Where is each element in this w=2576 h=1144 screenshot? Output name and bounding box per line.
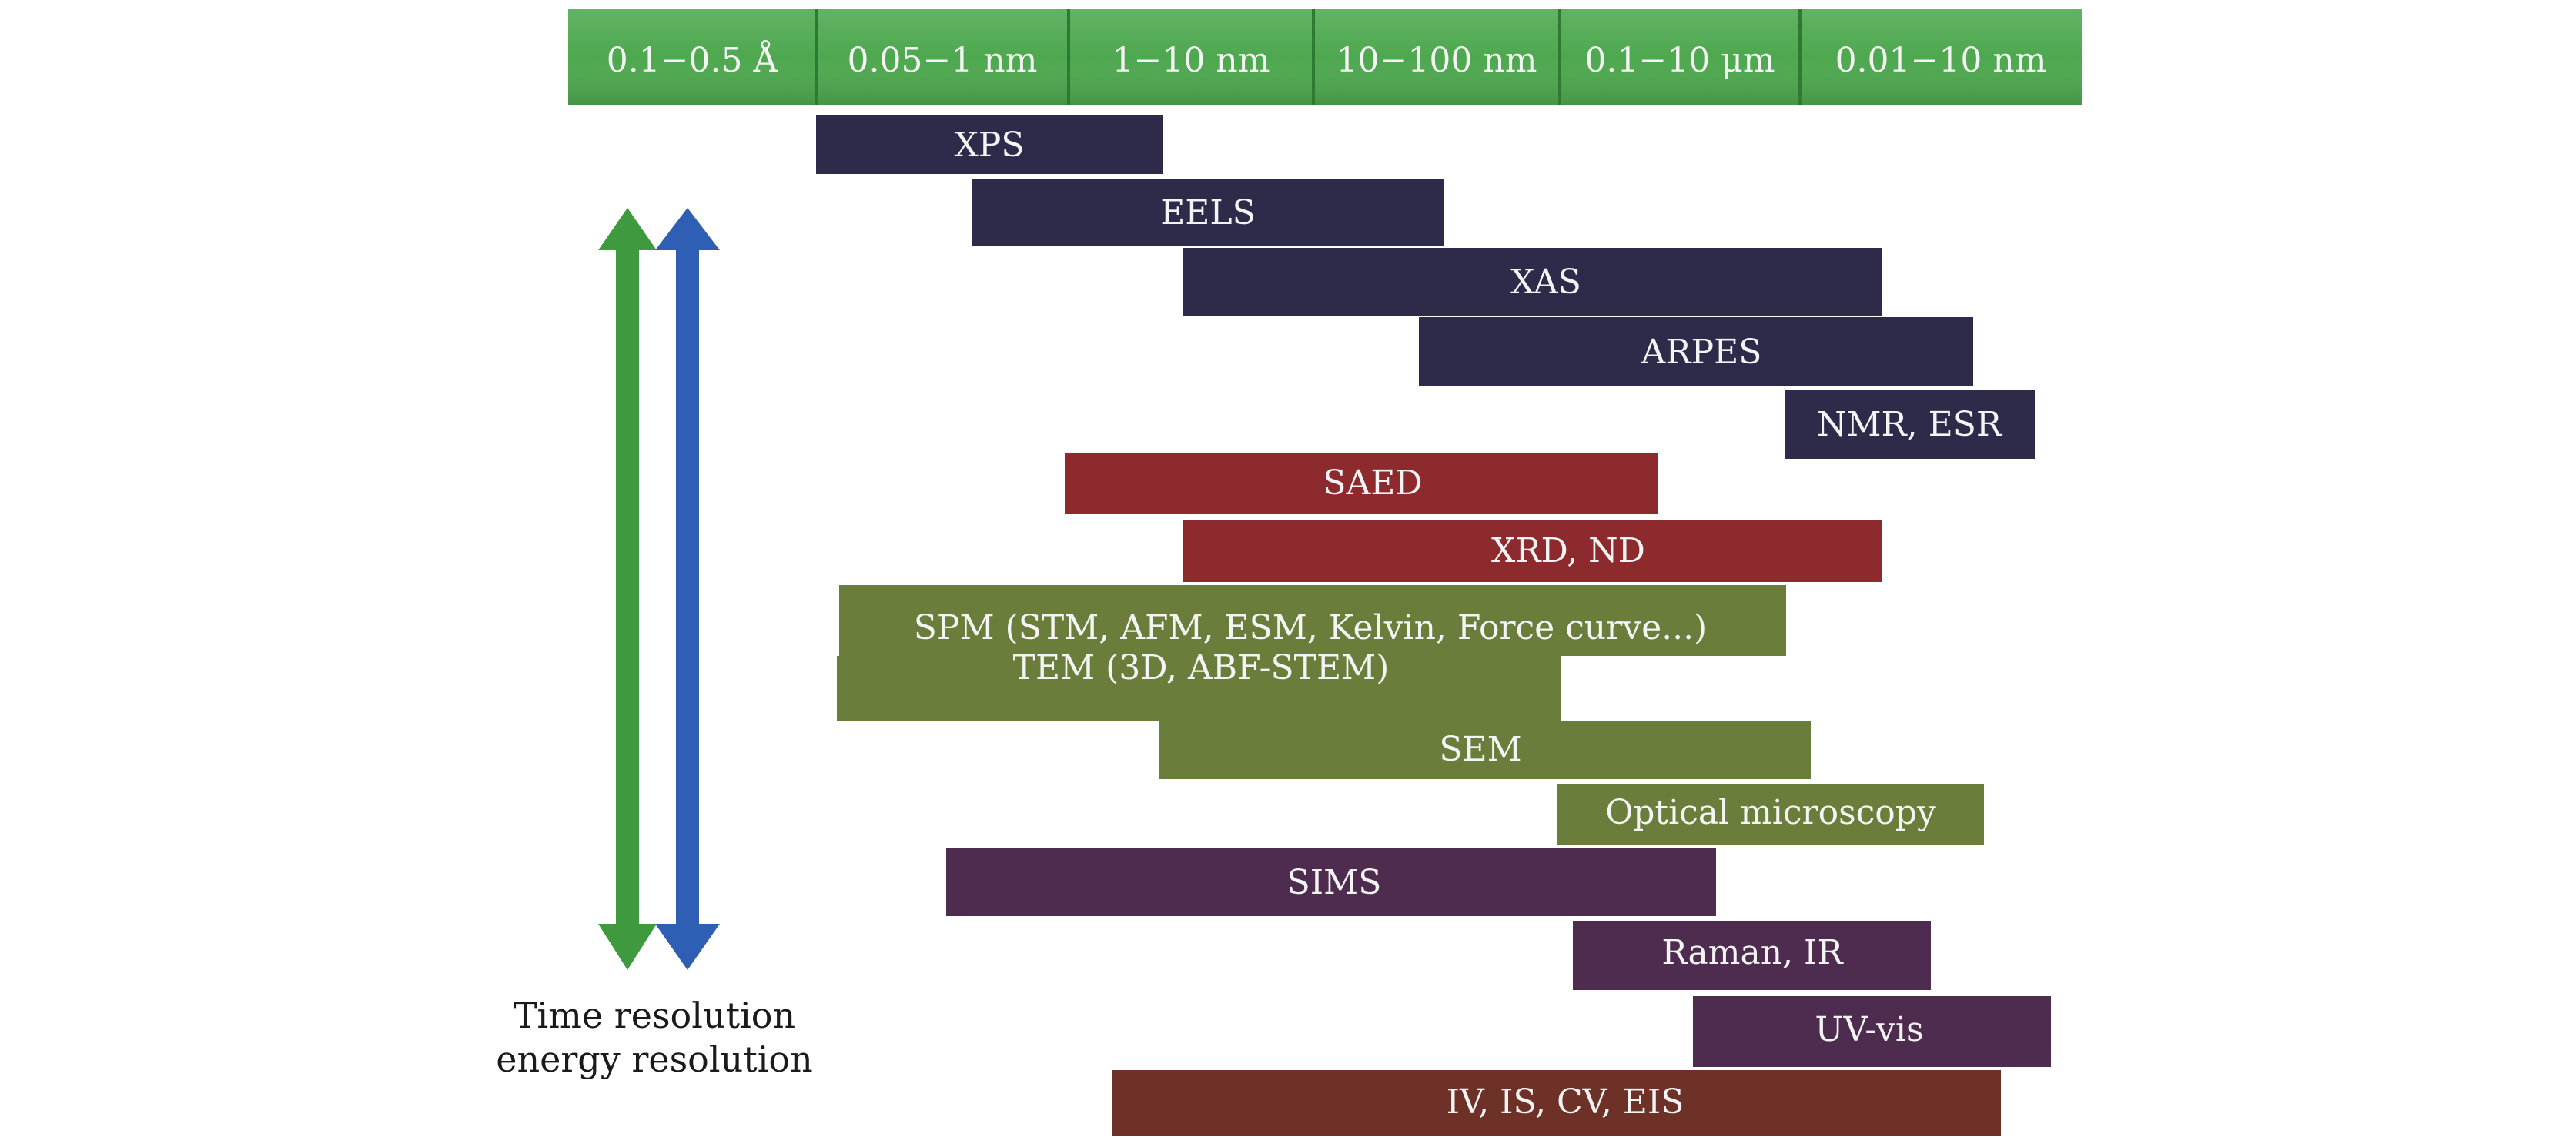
technique-bar	[1183, 248, 1882, 316]
technique-iv-is-cv-eis: IV, IS, CV, EIS	[1112, 1070, 2001, 1136]
technique-xrd-nd: XRD, ND	[1183, 520, 1882, 582]
technique-label: XAS	[1510, 263, 1581, 302]
technique-label: UV-vis	[1815, 1010, 1923, 1049]
technique-raman-ir: Raman, IR	[1573, 921, 1931, 990]
technique-optical-microscopy: Optical microscopy	[1557, 784, 1984, 845]
technique-label: SAED	[1323, 463, 1422, 503]
technique-arpes: ARPES	[1419, 317, 1973, 386]
technique-label: XRD, ND	[1491, 531, 1645, 570]
technique-label: SPM (STM, AFM, ESM, Kelvin, Force curve.…	[914, 608, 1707, 647]
blue-double-arrow-icon	[655, 208, 720, 970]
arrow-caption-line-1: Time resolution	[514, 995, 795, 1036]
time-resolution-arrow	[598, 208, 657, 970]
technique-label: SEM	[1439, 730, 1521, 769]
length-scale-bar: 0.1−0.5 Å 0.05−1 nm 1−10 nm 10−100 nm 0.…	[568, 9, 2082, 105]
technique-label: IV, IS, CV, EIS	[1447, 1082, 1684, 1122]
technique-bar	[1183, 520, 1882, 582]
technique-bar	[1557, 784, 1984, 845]
technique-bar	[1785, 390, 2035, 459]
technique-bar	[1693, 996, 2051, 1067]
technique-label: XPS	[954, 125, 1024, 165]
technique-sims: SIMS	[946, 848, 1716, 916]
technique-eels: EELS	[972, 179, 1444, 246]
technique-label: NMR, ESR	[1817, 405, 2003, 444]
technique-uv-vis: UV-vis	[1693, 996, 2051, 1067]
technique-bar	[1065, 453, 1658, 514]
arrow-caption-line-2: energy resolution	[496, 1039, 812, 1080]
technique-bar	[1573, 921, 1931, 990]
scale-label-2: 0.05−1 nm	[848, 41, 1038, 80]
technique-bar	[816, 115, 1163, 174]
technique-bars: XPS EELS XAS ARPES NMR, ESR SAED XRD, ND	[816, 115, 2051, 1136]
technique-label: Raman, IR	[1661, 933, 1844, 972]
technique-nmr-esr: NMR, ESR	[1785, 390, 2035, 459]
scale-label-6: 0.01−10 nm	[1835, 41, 2047, 80]
scale-label-5: 0.1−10 μm	[1584, 41, 1775, 80]
technique-label: Optical microscopy	[1605, 793, 1936, 832]
technique-bar	[1112, 1070, 2001, 1136]
scale-label-3: 1−10 nm	[1112, 41, 1270, 80]
green-double-arrow-icon	[598, 208, 657, 970]
technique-label: EELS	[1160, 193, 1256, 232]
technique-bar	[839, 585, 1786, 656]
technique-bar	[972, 179, 1444, 246]
technique-sem: SEM	[1159, 721, 1811, 779]
technique-saed: SAED	[1065, 453, 1658, 514]
technique-tem: TEM (3D, ABF-STEM)	[837, 648, 1561, 721]
scale-bar-shade	[568, 9, 2082, 105]
scale-label-4: 10−100 nm	[1337, 41, 1537, 80]
technique-label: TEM (3D, ABF-STEM)	[1013, 648, 1390, 687]
technique-xps: XPS	[816, 115, 1163, 174]
technique-xas: XAS	[1183, 248, 1882, 316]
scale-label-1: 0.1−0.5 Å	[607, 39, 779, 80]
technique-spm: SPM (STM, AFM, ESM, Kelvin, Force curve.…	[839, 585, 1786, 656]
technique-bar	[1159, 721, 1811, 779]
technique-label: SIMS	[1287, 863, 1382, 902]
energy-resolution-arrow	[655, 208, 720, 970]
technique-bar	[837, 656, 1561, 721]
technique-label: ARPES	[1641, 333, 1762, 372]
technique-bar	[1419, 317, 1973, 386]
technique-bar	[946, 848, 1716, 916]
